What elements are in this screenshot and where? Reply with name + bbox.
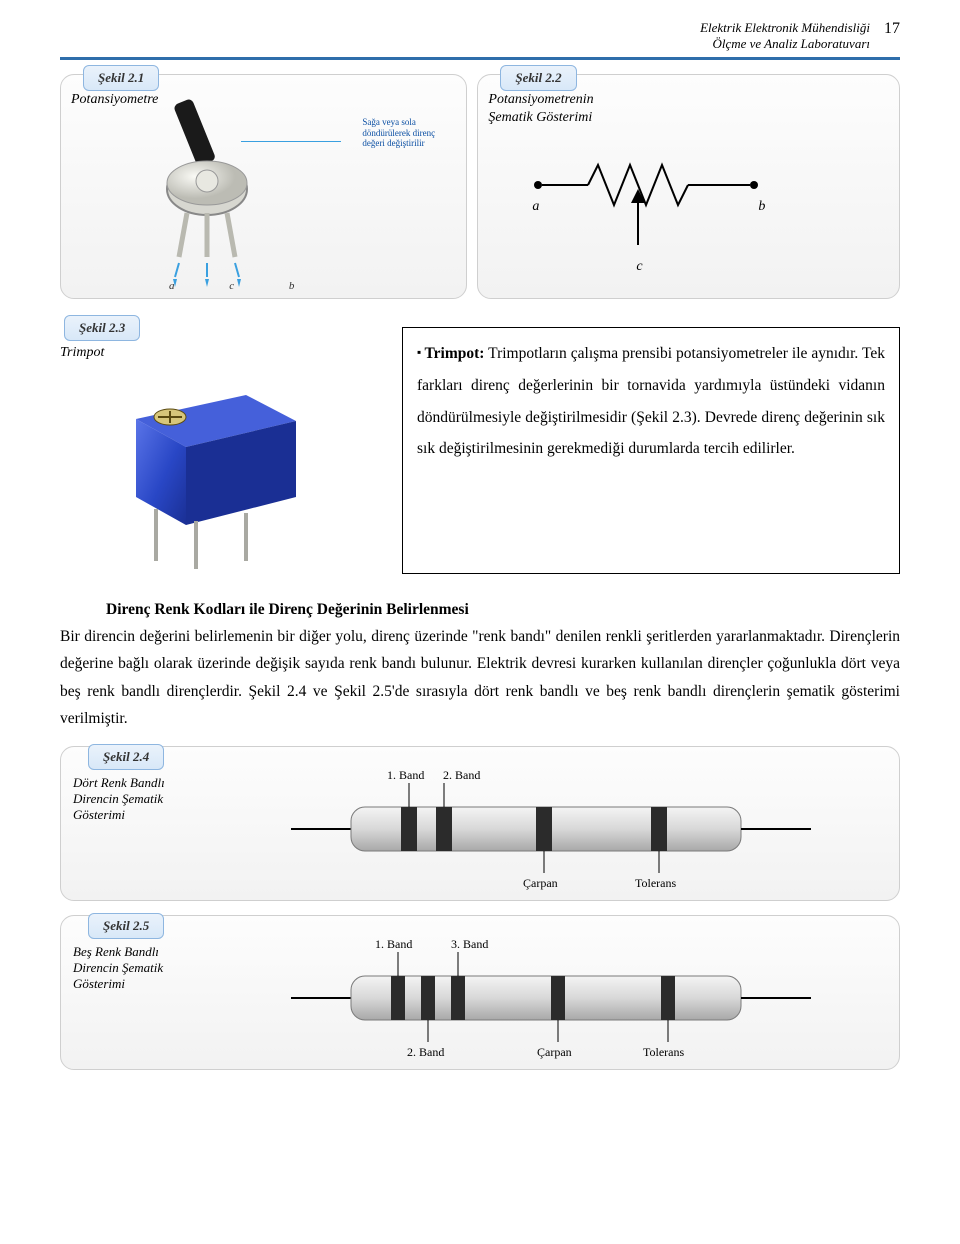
page-number: 17 bbox=[884, 20, 900, 38]
pot-note-leader bbox=[241, 141, 341, 142]
header-subtitle: Elektrik Elektronik Mühendisliği Ölçme v… bbox=[700, 20, 870, 51]
figure-2-3-title: Trimpot bbox=[60, 345, 380, 361]
figure-2-3-label: Şekil 2.3 bbox=[64, 315, 140, 341]
figure-2-5-wrap: Şekil 2.5 Beş Renk Bandlı Direncin Şemat… bbox=[60, 915, 900, 1070]
svg-text:1. Band: 1. Band bbox=[375, 937, 412, 951]
header-line-1: Elektrik Elektronik Mühendisliği bbox=[700, 20, 870, 36]
svg-text:Tolerans: Tolerans bbox=[643, 1045, 684, 1059]
trimpot-paragraph-box: Trimpot: Trimpotların çalışma prensibi p… bbox=[402, 327, 900, 574]
svg-text:Çarpan: Çarpan bbox=[537, 1045, 572, 1059]
figure-2-4-panel: Dört Renk Bandlı Direncin Şematik Göster… bbox=[60, 746, 900, 901]
schem-label-c: c bbox=[636, 259, 642, 275]
header-rule bbox=[60, 57, 900, 60]
page-header: Elektrik Elektronik Mühendisliği Ölçme v… bbox=[60, 20, 900, 51]
body-head: Direnç Renk Kodları ile Direnç Değerinin… bbox=[106, 601, 469, 618]
figure-2-5-title: Beş Renk Bandlı Direncin Şematik Gösteri… bbox=[73, 944, 203, 993]
potentiometer-illustration bbox=[131, 97, 341, 287]
trimpot-row: Şekil 2.3 Trimpot Trimpot: bbox=[60, 317, 900, 574]
schem-label-a: a bbox=[532, 199, 539, 215]
figure-2-4-title: Dört Renk Bandlı Direncin Şematik Göster… bbox=[73, 775, 203, 824]
figure-2-5-panel: Beş Renk Bandlı Direncin Şematik Gösteri… bbox=[60, 915, 900, 1070]
figure-2-4-label: Şekil 2.4 bbox=[88, 744, 164, 770]
schem-label-b: b bbox=[758, 199, 765, 215]
body-text-content: Bir direncin değerini belirlemenin bir d… bbox=[60, 628, 900, 726]
header-line-2: Ölçme ve Analiz Laboratuvarı bbox=[700, 36, 870, 52]
top-figure-row: Şekil 2.1 Potansiyometre Sağa veya sola … bbox=[60, 74, 900, 299]
figure-2-2-panel: Şekil 2.2 Potansiyometrenin Şematik Göst… bbox=[477, 74, 900, 299]
body-paragraph: Direnç Renk Kodları ile Direnç Değerinin… bbox=[60, 596, 900, 732]
figure-2-2-title-2: Şematik Gösterimi bbox=[488, 109, 592, 127]
svg-text:3. Band: 3. Band bbox=[451, 937, 488, 951]
svg-text:Tolerans: Tolerans bbox=[635, 876, 676, 890]
svg-text:2. Band: 2. Band bbox=[443, 768, 480, 782]
trimpot-para-bold: Trimpot: bbox=[424, 345, 484, 362]
figure-2-4-wrap: Şekil 2.4 Dört Renk Bandlı Direncin Şema… bbox=[60, 746, 900, 901]
svg-text:1. Band: 1. Band bbox=[387, 768, 424, 782]
figure-2-3-wrap: Şekil 2.3 Trimpot bbox=[60, 317, 380, 574]
trimpot-illustration bbox=[96, 369, 316, 569]
figure-2-2-label: Şekil 2.2 bbox=[500, 65, 576, 91]
resistor-5band-schematic: 1. Band 3. Band 2. Band Çarpan Tolerans bbox=[291, 936, 811, 1071]
trimpot-para-text: Trimpotların çalışma prensibi potansiyom… bbox=[417, 345, 885, 457]
figure-2-2-title-1: Potansiyometrenin bbox=[488, 91, 593, 109]
svg-text:2. Band: 2. Band bbox=[407, 1045, 444, 1059]
resistor-4band-schematic: 1. Band 2. Band Çarpan Tolerans bbox=[291, 767, 811, 897]
potentiometer-schematic bbox=[518, 145, 818, 265]
pot-note-text: Sağa veya sola döndürülerek direnç değer… bbox=[362, 117, 452, 148]
svg-text:Çarpan: Çarpan bbox=[523, 876, 558, 890]
figure-2-1-panel: Şekil 2.1 Potansiyometre Sağa veya sola … bbox=[60, 74, 467, 299]
figure-2-1-label: Şekil 2.1 bbox=[83, 65, 159, 91]
pot-pin-labels: a c b bbox=[169, 280, 320, 292]
figure-2-5-label: Şekil 2.5 bbox=[88, 913, 164, 939]
